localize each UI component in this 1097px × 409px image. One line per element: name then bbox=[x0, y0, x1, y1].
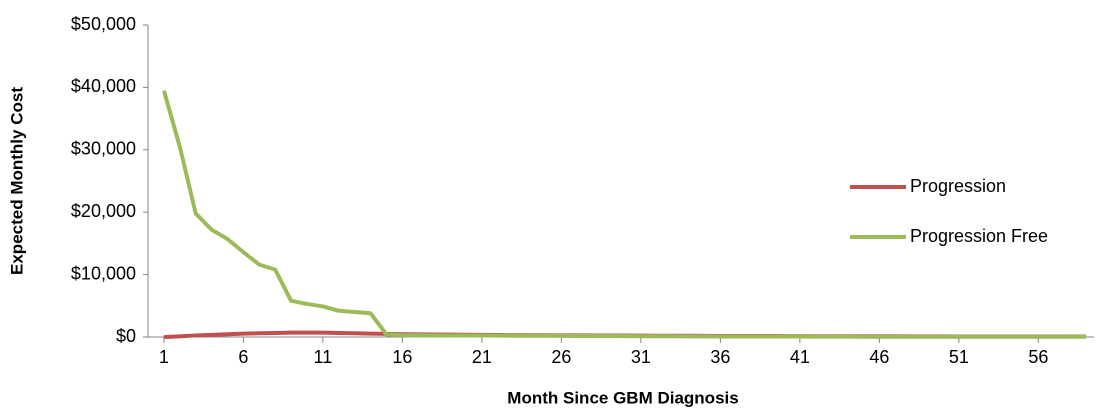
x-tick-label: 36 bbox=[710, 347, 730, 367]
x-tick-label: 41 bbox=[790, 347, 810, 367]
x-tick-label: 6 bbox=[238, 347, 248, 367]
legend-label: Progression bbox=[910, 176, 1006, 196]
series-line bbox=[161, 89, 1087, 339]
y-tick-label: $10,000 bbox=[71, 263, 136, 283]
x-tick-label: 51 bbox=[949, 347, 969, 367]
x-tick-label: 56 bbox=[1028, 347, 1048, 367]
y-axis-title: Expected Monthly Cost bbox=[7, 87, 26, 275]
x-tick-label: 46 bbox=[869, 347, 889, 367]
x-tick-label: 16 bbox=[392, 347, 412, 367]
y-tick-label: $30,000 bbox=[71, 139, 136, 159]
y-tick-label: $50,000 bbox=[71, 14, 136, 34]
x-tick-label: 31 bbox=[631, 347, 651, 367]
y-tick-label: $20,000 bbox=[71, 201, 136, 221]
x-tick-label: 1 bbox=[159, 347, 169, 367]
y-tick-label: $0 bbox=[116, 326, 136, 346]
x-tick-label: 26 bbox=[551, 347, 571, 367]
x-tick-label: 11 bbox=[314, 347, 333, 367]
x-tick-label: 21 bbox=[472, 347, 492, 367]
legend-label: Progression Free bbox=[910, 226, 1048, 246]
y-tick-label: $40,000 bbox=[71, 76, 136, 96]
x-axis-title: Month Since GBM Diagnosis bbox=[507, 388, 738, 407]
